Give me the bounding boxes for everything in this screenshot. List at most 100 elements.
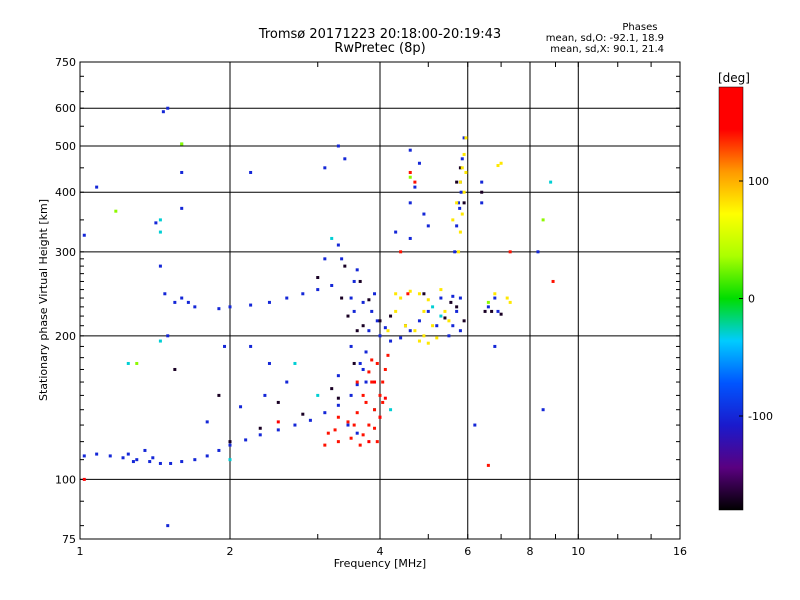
data-point <box>455 224 459 228</box>
data-point <box>293 361 297 365</box>
data-point <box>462 190 466 194</box>
data-point <box>408 289 412 293</box>
data-point <box>82 477 86 481</box>
data-point <box>352 423 356 427</box>
data-point <box>460 212 464 216</box>
data-point <box>447 334 451 338</box>
data-point <box>217 307 221 311</box>
data-point <box>173 300 177 304</box>
data-point <box>343 264 347 268</box>
colorbar-label: [deg] <box>718 71 750 85</box>
data-point <box>389 339 393 343</box>
data-point <box>493 292 497 296</box>
data-point <box>148 460 152 464</box>
data-point <box>355 380 359 384</box>
data-point <box>151 456 155 460</box>
data-point <box>383 326 387 330</box>
data-point <box>370 358 374 362</box>
data-point <box>346 420 350 424</box>
data-point <box>399 296 403 300</box>
data-point <box>496 309 500 313</box>
phases-legend: Phases mean, sd,O: -92.1, 18.9 mean, sd,… <box>546 22 664 55</box>
data-point <box>451 324 455 328</box>
data-point <box>135 361 139 365</box>
data-point <box>349 393 353 397</box>
data-point <box>439 314 443 318</box>
data-point <box>499 312 503 316</box>
data-point <box>358 279 362 283</box>
data-point <box>373 408 377 412</box>
data-point <box>431 324 435 328</box>
data-point <box>346 314 350 318</box>
data-point <box>460 166 464 170</box>
y-tick-label: 750 <box>55 56 76 69</box>
data-point <box>451 294 455 298</box>
data-point <box>373 380 377 384</box>
data-point <box>126 361 130 365</box>
data-point <box>364 350 368 354</box>
chart-title: Tromsø 20171223 20:18:00-20:19:43 <box>258 27 502 42</box>
data-point <box>439 296 443 300</box>
data-point <box>435 336 439 340</box>
data-point <box>205 420 209 424</box>
data-point <box>383 396 387 400</box>
y-tick-label: 200 <box>55 330 76 343</box>
data-point <box>417 319 421 323</box>
data-point <box>336 396 340 400</box>
data-point <box>180 460 184 464</box>
data-point <box>549 180 553 184</box>
data-point <box>455 309 459 313</box>
data-point <box>458 180 462 184</box>
data-point <box>166 106 170 110</box>
data-point <box>462 152 466 156</box>
data-point <box>361 393 365 397</box>
data-point <box>457 201 461 205</box>
data-point <box>161 110 165 114</box>
data-point <box>408 170 412 174</box>
data-point <box>131 460 135 464</box>
data-point <box>453 250 457 254</box>
data-point <box>394 309 398 313</box>
data-point <box>336 415 340 419</box>
data-point <box>435 324 439 328</box>
data-point <box>193 305 197 309</box>
data-point <box>301 412 305 416</box>
data-point <box>367 440 371 444</box>
data-point <box>486 305 490 309</box>
data-point <box>355 383 359 387</box>
y-tick-label: 300 <box>55 246 76 259</box>
data-point <box>458 206 462 210</box>
data-point <box>373 426 377 430</box>
data-point <box>158 218 162 222</box>
data-point <box>486 300 490 304</box>
data-point <box>496 164 500 168</box>
data-point <box>316 288 320 292</box>
data-point <box>499 161 503 165</box>
data-point <box>154 221 158 225</box>
data-point <box>458 296 462 300</box>
data-point <box>426 298 430 302</box>
data-point <box>455 305 459 309</box>
data-point <box>364 380 368 384</box>
data-point <box>408 201 412 205</box>
colorbar-tick-label: 0 <box>748 293 755 306</box>
data-point <box>336 144 340 148</box>
data-point <box>493 344 497 348</box>
data-point <box>361 324 365 328</box>
data-point <box>493 296 497 300</box>
data-point <box>267 300 271 304</box>
data-point <box>383 367 387 371</box>
data-point <box>355 329 359 333</box>
data-point <box>193 458 197 462</box>
data-point <box>426 309 430 313</box>
data-point <box>505 296 509 300</box>
data-point <box>413 185 417 189</box>
data-point <box>378 319 382 323</box>
data-point <box>370 309 374 313</box>
y-tick-label: 600 <box>55 102 76 115</box>
data-point <box>394 230 398 234</box>
data-point <box>462 319 466 323</box>
data-point <box>323 166 327 170</box>
x-axis-label: Frequency [MHz] <box>334 557 426 570</box>
chart-subtitle: RwPretec (8p) <box>334 41 426 56</box>
